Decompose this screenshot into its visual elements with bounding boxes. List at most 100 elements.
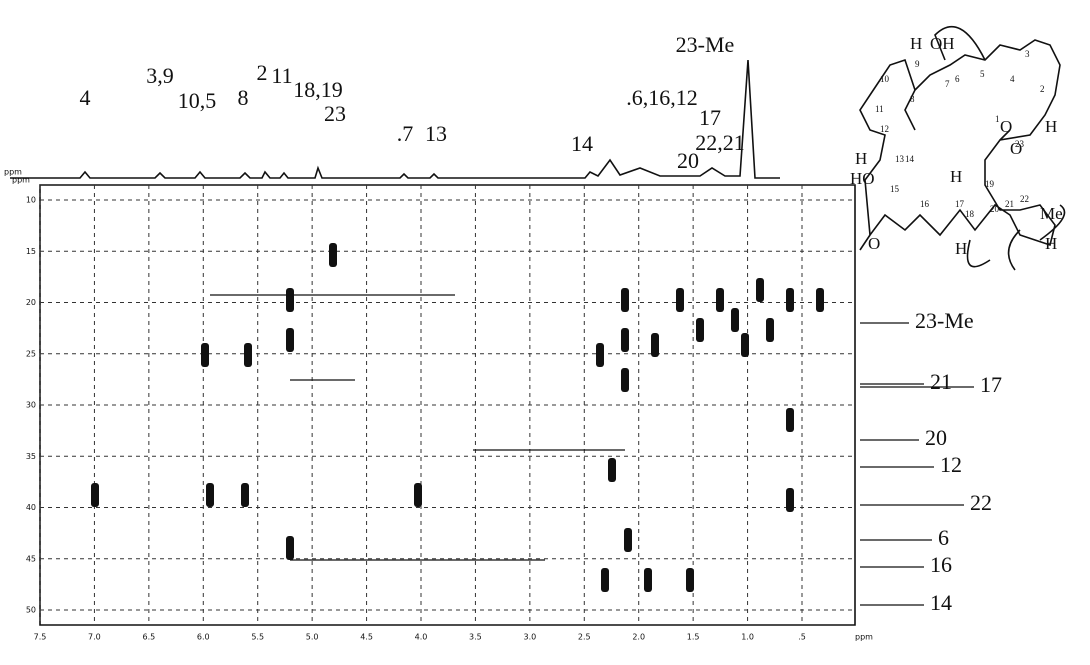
x-tick-label: 4.5 — [360, 633, 373, 642]
cross-peak — [766, 318, 774, 342]
atom-group: H — [855, 149, 867, 168]
x-tick-label: 1.5 — [687, 633, 700, 642]
peak-label: 22,21 — [695, 130, 745, 155]
peak-label: .6,16,12 — [626, 85, 698, 110]
atom-group: O — [1010, 139, 1022, 158]
cross-peak — [596, 343, 604, 367]
atom-number: 16 — [920, 199, 930, 209]
cross-peak — [286, 328, 294, 352]
cross-peak — [786, 288, 794, 312]
cross-peak — [624, 528, 632, 552]
atom-number: 2 — [1040, 84, 1045, 94]
cross-peak — [786, 408, 794, 432]
atom-number: 18 — [965, 209, 975, 219]
peak-label: 23 — [324, 101, 346, 126]
atom-group: OH — [930, 34, 955, 53]
cross-peak — [644, 568, 652, 592]
x-tick-label: 1.0 — [741, 633, 754, 642]
axis-label: ppm — [4, 168, 22, 177]
cross-peak — [286, 288, 294, 312]
carbon-label: 22 — [970, 490, 992, 515]
atom-number: 21 — [1005, 199, 1014, 209]
cross-peak — [676, 288, 684, 312]
atom-group: H — [1045, 117, 1057, 136]
y-tick-label: 45 — [26, 554, 36, 563]
carbon-label: 23-Me — [915, 308, 974, 333]
carbon-label: 16 — [930, 552, 952, 577]
cross-peak — [686, 568, 694, 592]
atom-number: 4 — [1010, 74, 1015, 84]
cross-peak — [716, 288, 724, 312]
y-tick-label: 30 — [26, 401, 36, 410]
y-tick-label: 20 — [26, 298, 36, 307]
cross-peak — [244, 343, 252, 367]
peak-label: 17 — [699, 105, 721, 130]
atom-number: 11 — [875, 104, 884, 114]
atom-number: 15 — [890, 184, 900, 194]
peak-label: 23-Me — [676, 32, 735, 57]
peak-label: 14 — [571, 131, 593, 156]
peak-label: 10,5 — [178, 88, 217, 113]
peak-label: 13 — [425, 121, 447, 146]
cross-peak — [414, 483, 422, 507]
peak-label: 4 — [80, 85, 91, 110]
plot-frame — [39, 184, 856, 626]
y-tick-label: 50 — [26, 606, 36, 615]
peak-label: 18,19 — [293, 77, 343, 102]
carbon-label: 12 — [940, 452, 962, 477]
cross-peak — [731, 308, 739, 332]
atom-number: 20 — [990, 204, 1000, 214]
molecule-structure — [859, 25, 1066, 271]
x-tick-label: 6.0 — [197, 633, 210, 642]
peak-label: 3,9 — [146, 63, 174, 88]
atom-number: 14 — [905, 154, 915, 164]
carbon-label: 20 — [925, 425, 947, 450]
x-tick-label: 4.0 — [415, 633, 428, 642]
peak-label: .7 — [397, 121, 414, 146]
atom-number: 23 — [1015, 139, 1025, 149]
x-tick-label: 7.5 — [34, 633, 47, 642]
cross-peak — [241, 483, 249, 507]
atom-number: 10 — [880, 74, 890, 84]
peak-label: 2 — [257, 60, 268, 85]
x-tick-label: 6.5 — [142, 633, 155, 642]
atom-number: 19 — [985, 179, 995, 189]
y-tick-label: 25 — [26, 349, 36, 358]
atom-number: 7 — [945, 79, 950, 89]
x-tick-label: 7.0 — [88, 633, 101, 642]
atom-number: 12 — [880, 124, 889, 134]
atom-group: H — [1045, 234, 1057, 253]
cross-peak — [329, 243, 337, 267]
atom-number: 6 — [955, 74, 960, 84]
cross-peak — [201, 343, 209, 367]
atom-group: HO — [850, 169, 875, 188]
x-tick-label: 5.5 — [251, 633, 264, 642]
x-tick-label: 5.0 — [306, 633, 319, 642]
cross-peak — [816, 288, 824, 312]
atom-group: O — [1000, 117, 1012, 136]
x-axis-label: ppm — [855, 633, 873, 642]
x-tick-label: 3.5 — [469, 633, 482, 642]
cross-peak — [601, 568, 609, 592]
carbon-label: 14 — [930, 590, 952, 615]
carbon-label: 6 — [938, 525, 949, 550]
cross-peak — [608, 458, 616, 482]
carbon-label: 21 — [930, 369, 952, 394]
x-tick-label: 2.5 — [578, 633, 591, 642]
y-tick-label: 10 — [26, 196, 36, 205]
x-tick-label: .5 — [798, 633, 806, 642]
peak-label: 20 — [677, 148, 699, 173]
cross-peak — [621, 288, 629, 312]
atom-number: 17 — [955, 199, 965, 209]
peak-label: 8 — [238, 85, 249, 110]
y-tick-label: 15 — [26, 247, 36, 256]
atom-number: 1 — [995, 114, 1000, 124]
cross-peak — [741, 333, 749, 357]
atom-number: 22 — [1020, 194, 1029, 204]
cross-peak — [621, 328, 629, 352]
y-tick-label: 40 — [26, 503, 36, 512]
carbon-label: 17 — [980, 372, 1002, 397]
atom-number: 3 — [1025, 49, 1030, 59]
atom-group: H — [955, 239, 967, 258]
